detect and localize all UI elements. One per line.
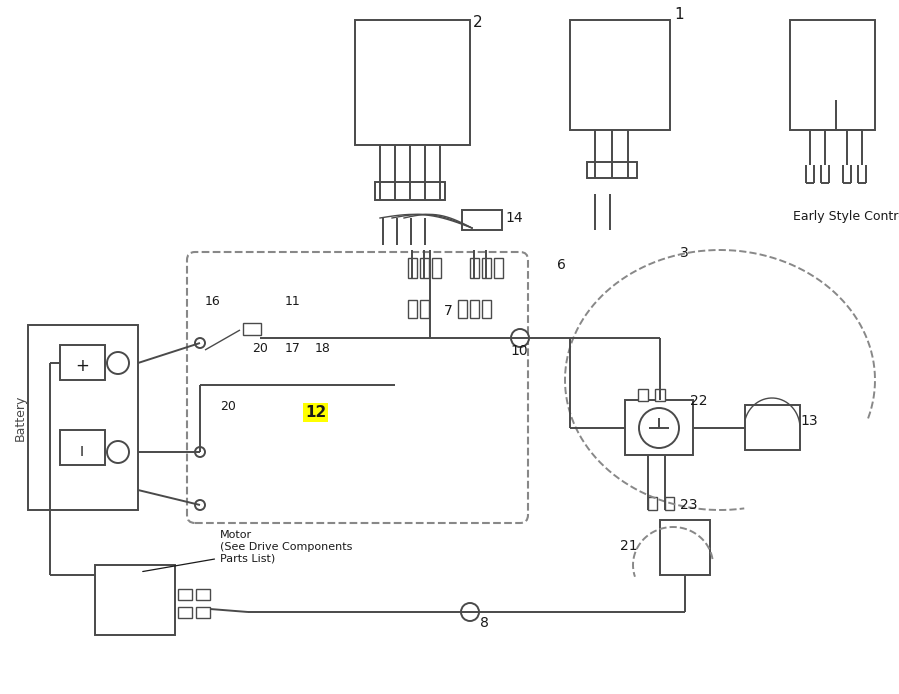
Text: I: I	[80, 445, 84, 459]
Bar	[408, 258, 417, 278]
Bar	[745, 405, 800, 450]
Text: 23: 23	[680, 498, 698, 512]
Bar	[355, 20, 470, 145]
Bar	[196, 589, 210, 600]
Text: 13: 13	[800, 414, 817, 428]
Text: 12: 12	[305, 405, 326, 420]
Text: 14: 14	[505, 211, 522, 225]
Bar	[494, 258, 503, 278]
Bar	[648, 497, 657, 510]
Text: 10: 10	[510, 344, 528, 358]
Bar	[570, 20, 670, 130]
Bar	[375, 182, 445, 200]
Bar	[28, 325, 138, 510]
Text: 6: 6	[557, 258, 565, 272]
Text: Early Style Controls: Early Style Controls	[793, 210, 899, 223]
Circle shape	[195, 447, 205, 457]
Text: 22: 22	[690, 394, 708, 408]
Text: 18: 18	[315, 342, 331, 355]
Bar	[482, 300, 491, 318]
Bar	[178, 589, 192, 600]
Bar	[482, 258, 491, 278]
Bar	[243, 323, 261, 335]
Bar	[60, 430, 105, 465]
Bar	[587, 162, 637, 178]
Bar	[196, 607, 210, 618]
Bar	[655, 389, 665, 401]
Bar	[420, 300, 429, 318]
Text: Motor
(See Drive Components
Parts List): Motor (See Drive Components Parts List)	[143, 530, 352, 572]
Circle shape	[107, 441, 129, 463]
Text: 16: 16	[205, 295, 221, 308]
Text: Battery: Battery	[13, 395, 26, 441]
Circle shape	[195, 338, 205, 348]
Circle shape	[511, 329, 529, 347]
Bar	[60, 345, 105, 380]
Circle shape	[195, 500, 205, 510]
Text: +: +	[75, 357, 89, 375]
Circle shape	[461, 603, 479, 621]
Text: 20: 20	[252, 342, 268, 355]
Bar	[638, 389, 648, 401]
Text: 3: 3	[680, 246, 689, 260]
Bar	[625, 400, 693, 455]
Bar	[470, 300, 479, 318]
Text: 11: 11	[285, 295, 301, 308]
Text: 20: 20	[220, 400, 236, 413]
Bar	[178, 607, 192, 618]
Bar	[660, 520, 710, 575]
Bar	[665, 497, 674, 510]
Bar	[470, 258, 479, 278]
Bar	[95, 565, 175, 635]
Bar	[462, 210, 502, 230]
Bar	[790, 20, 875, 130]
Circle shape	[107, 352, 129, 374]
Bar	[458, 300, 467, 318]
Bar	[432, 258, 441, 278]
Text: 2: 2	[473, 15, 483, 30]
Text: 8: 8	[480, 616, 489, 630]
Text: 7: 7	[444, 304, 453, 318]
Bar	[408, 300, 417, 318]
Bar	[420, 258, 429, 278]
Text: 17: 17	[285, 342, 301, 355]
Circle shape	[639, 408, 679, 448]
Text: 21: 21	[620, 539, 637, 553]
Text: 1: 1	[674, 7, 683, 22]
